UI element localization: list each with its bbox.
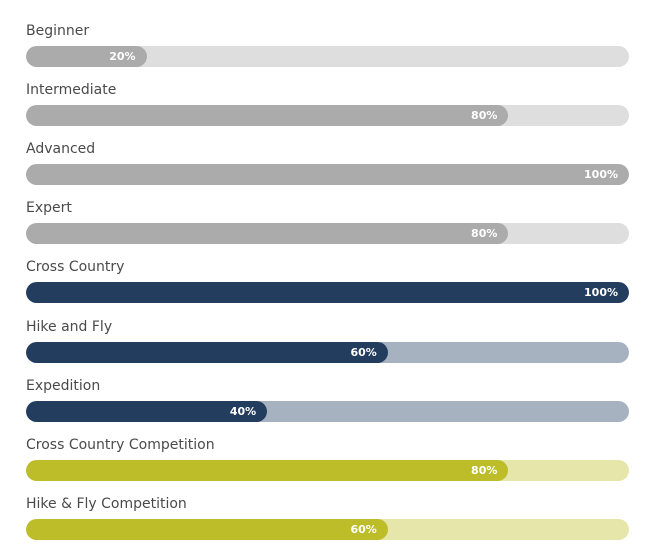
progress-fill: 80% [26,105,509,126]
progress-fill: 100% [26,164,629,185]
skill-label: Hike & Fly Competition [26,496,187,512]
skill-label: Intermediate [26,82,117,98]
progress-fill: 20% [26,46,147,67]
skill-label: Expedition [26,378,101,394]
progress-track: 60% [26,519,629,540]
progress-fill: 60% [26,519,388,540]
skill-label: Cross Country Competition [26,437,215,453]
skill-label: Beginner [26,23,90,39]
skill-label: Cross Country [26,259,125,275]
progress-track: 80% [26,223,629,244]
progress-track: 40% [26,401,629,422]
progress-value: 60% [350,346,377,359]
progress-fill: 80% [26,223,509,244]
progress-track: 80% [26,460,629,481]
progress-value: 100% [584,168,618,181]
progress-value: 80% [471,464,498,477]
skill-label: Hike and Fly [26,319,113,335]
progress-fill: 60% [26,342,388,363]
progress-track: 60% [26,342,629,363]
skill-label: Advanced [26,141,96,157]
progress-track: 80% [26,105,629,126]
progress-track: 20% [26,46,629,67]
progress-value: 80% [471,109,498,122]
progress-value: 100% [584,286,618,299]
progress-fill: 40% [26,401,268,422]
progress-value: 60% [350,523,377,536]
skill-label: Expert [26,200,72,216]
progress-value: 80% [471,227,498,240]
progress-fill: 100% [26,282,629,303]
progress-fill: 80% [26,460,509,481]
progress-value: 20% [109,50,136,63]
progress-value: 40% [229,405,257,418]
progress-track: 100% [26,282,629,303]
progress-track: 100% [26,164,629,185]
